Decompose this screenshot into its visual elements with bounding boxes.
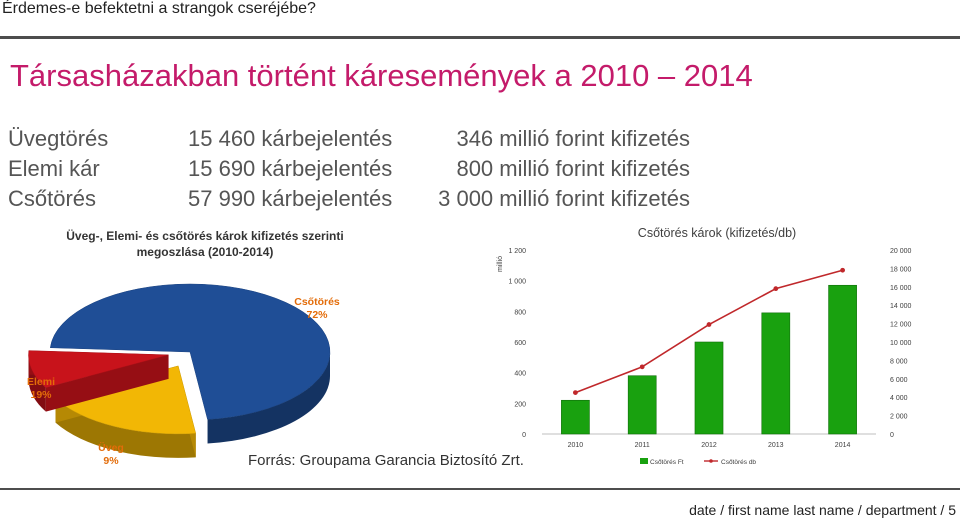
pie-label: Üveg 9% xyxy=(76,442,146,468)
y-tick-label: 200 xyxy=(514,401,526,408)
legend-label: Csőtörés db xyxy=(721,459,756,466)
x-tick-label: 2013 xyxy=(768,442,784,449)
line-point xyxy=(773,286,779,292)
line-point xyxy=(573,390,578,395)
pie-slice-top xyxy=(49,283,331,420)
stat-type: Csőtörés xyxy=(8,186,97,211)
y2-tick-label: 0 xyxy=(890,432,894,439)
y2-tick-label: 4 000 xyxy=(890,395,908,402)
pie-label-value: 72% xyxy=(306,309,328,321)
y-tick-label: 1 200 xyxy=(508,248,526,255)
pie-label: Elemi 19% xyxy=(6,376,76,402)
y2-tick-label: 16 000 xyxy=(890,285,912,292)
bar-line-chart: Csőtörés károk (kifizetés/db) 0 200 400 600 8… xyxy=(497,226,912,466)
stat-reports: 15 690 kárbejelentés xyxy=(188,156,393,181)
pie-title-line: Üveg-, Elemi- és csőtörés károk kifizeté… xyxy=(66,229,344,243)
stat-payout: 346 millió forint kifizetés xyxy=(456,126,690,151)
bar xyxy=(828,284,857,435)
pie-label-value: 19% xyxy=(30,389,52,401)
pie-slice-side xyxy=(55,398,196,458)
legend-label: Csőtörés Ft xyxy=(650,459,684,466)
slide-header: Érdemes-e befektetni a strangok cseréjéb… xyxy=(2,0,316,17)
stat-type: Elemi kár xyxy=(8,156,100,181)
bar-chart-title: Csőtörés károk (kifizetés/db) xyxy=(638,226,796,240)
line-point xyxy=(639,364,645,370)
legend-swatch-marker xyxy=(709,459,713,463)
footer-divider xyxy=(0,488,960,490)
stat-reports: 15 460 kárbejelentés xyxy=(188,126,393,151)
source-note: Forrás: Groupama Garancia Biztosító Zrt. xyxy=(248,452,524,469)
stat-type: Üvegtörés xyxy=(8,126,109,151)
pie-chart xyxy=(28,283,331,458)
y-tick-label: 0 xyxy=(522,432,526,439)
x-tick-label: 2014 xyxy=(835,442,851,449)
pie-label-name: Elemi xyxy=(26,376,55,388)
legend-swatch-bar xyxy=(640,458,648,464)
pie-label-name: Üveg xyxy=(98,442,124,454)
footer-text: date / first name last name / department… xyxy=(689,502,956,518)
pie-slice xyxy=(28,350,169,412)
y-tick-label: 400 xyxy=(514,371,526,378)
x-tick-label: 2011 xyxy=(635,442,650,449)
stat-payout: 800 millió forint kifizetés xyxy=(456,156,690,181)
bar xyxy=(627,375,657,435)
y2-tick-label: 10 000 xyxy=(890,340,912,347)
pie-slice-side xyxy=(207,352,330,444)
y2-tick-label: 18 000 xyxy=(890,266,912,273)
chart-legend: Csőtörés Ft Csőtörés db xyxy=(640,458,756,466)
pie-slice-side xyxy=(28,354,46,412)
pie-slice-top xyxy=(28,350,169,388)
bar xyxy=(694,341,724,435)
line-point xyxy=(706,322,712,327)
x-tick-label: 2012 xyxy=(701,442,717,449)
y-axis-label: millió xyxy=(497,256,504,272)
y-tick-label: 1 000 xyxy=(508,279,526,286)
y2-tick-label: 14 000 xyxy=(890,303,912,310)
pie-slice xyxy=(49,283,331,444)
y2-tick-label: 8 000 xyxy=(890,358,908,365)
stat-payout: 3 000 millió forint kifizetés xyxy=(438,186,690,211)
y2-tick-label: 6 000 xyxy=(890,377,908,384)
pie-label-value: 9% xyxy=(103,455,119,467)
line-point xyxy=(840,267,845,273)
y2-tick-label: 2 000 xyxy=(890,414,908,421)
header-divider xyxy=(0,36,960,39)
pie-label: Csőtörés 72% xyxy=(282,296,352,322)
y-tick-label: 600 xyxy=(514,340,526,347)
pie-label-name: Csőtörés xyxy=(294,296,340,308)
pie-chart-title: Üveg-, Elemi- és csőtörés károk kifizeté… xyxy=(40,228,370,260)
y2-tick-label: 20 000 xyxy=(890,248,912,255)
bar xyxy=(561,399,590,435)
stat-reports: 57 990 kárbejelentés xyxy=(188,186,393,211)
page-title: Társasházakban történt káresemények a 20… xyxy=(10,58,753,93)
bar xyxy=(761,312,791,435)
y-tick-label: 800 xyxy=(514,309,526,316)
y2-tick-label: 12 000 xyxy=(890,322,912,329)
pie-title-line: megoszlása (2010-2014) xyxy=(136,245,274,259)
x-tick-label: 2010 xyxy=(568,442,584,449)
